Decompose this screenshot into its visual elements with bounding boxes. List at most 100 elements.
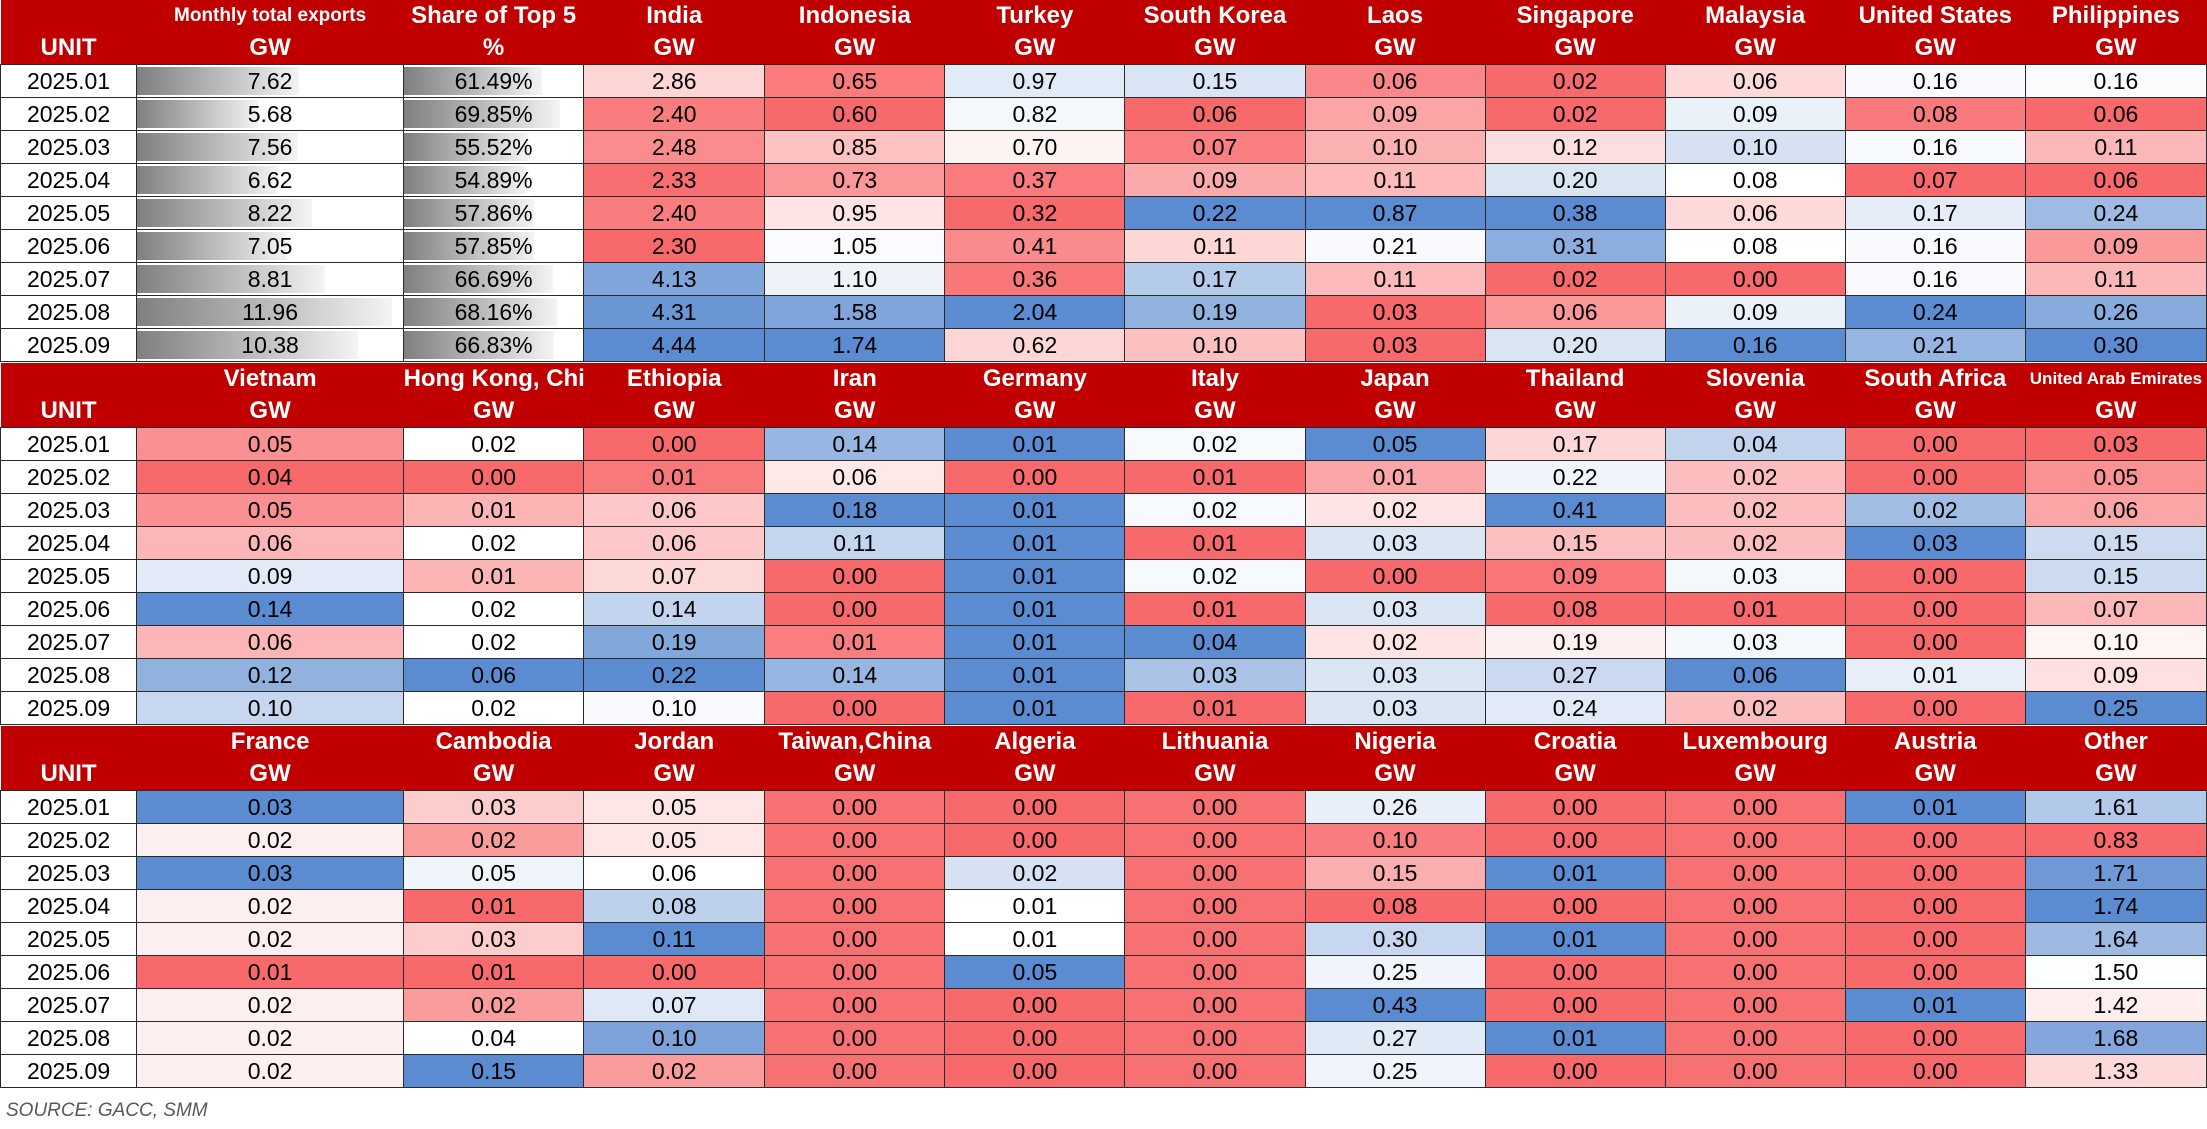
- data-cell-singapore: 0.02: [1484, 262, 1666, 296]
- column-unit-south-korea: GW: [1124, 32, 1305, 65]
- month-cell: 2025.07: [0, 988, 138, 1022]
- data-cell-other: 1.50: [2024, 955, 2207, 989]
- data-cell-other: 1.33: [2024, 1054, 2207, 1088]
- data-cell-nigeria: 0.10: [1304, 823, 1486, 857]
- data-bar: 57.85%: [404, 231, 583, 262]
- table-row: 2025.06 0.14 0.02 0.14 0.00 0.01 0.01 0.03 0.08 0…: [0, 592, 2207, 626]
- data-cell-japan: 0.02: [1304, 625, 1486, 659]
- data-cell-jordan: 0.02: [583, 1054, 766, 1088]
- data-bar-value: 55.52%: [454, 134, 533, 160]
- data-cell-share-of-top-5: 55.52%: [403, 130, 585, 164]
- data-cell-other: 1.74: [2024, 889, 2207, 923]
- table-row: 2025.09 0.10 0.02 0.10 0.00 0.01 0.01 0.03 0.24 0…: [0, 691, 2207, 725]
- header-row-units: UNIT GW GW GW GW GW GW GW GW GW GW GW: [0, 758, 2207, 791]
- data-cell-philippines: 0.06: [2024, 97, 2207, 131]
- data-cell-south-korea: 0.15: [1124, 64, 1306, 98]
- month-cell: 2025.04: [0, 526, 138, 560]
- column-unit-turkey: GW: [944, 32, 1125, 65]
- data-cell-thailand: 0.17: [1484, 427, 1666, 461]
- column-unit-germany: GW: [944, 395, 1125, 428]
- data-cell-singapore: 0.06: [1484, 295, 1666, 329]
- data-cell-france: 0.02: [136, 823, 405, 857]
- data-cell-slovenia: 0.02: [1664, 493, 1846, 527]
- data-cell-south-africa: 0.00: [1844, 460, 2026, 494]
- data-cell-india: 2.40: [583, 196, 766, 230]
- data-bar: 54.89%: [404, 165, 583, 196]
- column-unit-cambodia: GW: [403, 758, 584, 791]
- data-cell-nigeria: 0.26: [1304, 790, 1486, 824]
- header-blank-cell: [0, 726, 137, 758]
- data-cell-indonesia: 1.74: [764, 328, 946, 362]
- data-cell-south-korea: 0.06: [1124, 97, 1306, 131]
- data-cell-south-korea: 0.10: [1124, 328, 1306, 362]
- header-row-names: Monthly total exports Share of Top 5 India…: [0, 0, 2207, 32]
- data-cell-japan: 0.00: [1304, 559, 1486, 593]
- data-cell-singapore: 0.38: [1484, 196, 1666, 230]
- data-cell-jordan: 0.00: [583, 955, 766, 989]
- column-unit-hong-kong-china: GW: [403, 395, 584, 428]
- data-cell-monthly-total-exports: 5.68: [136, 97, 405, 131]
- data-bar-value: 57.85%: [454, 233, 533, 259]
- data-cell-algeria: 0.01: [944, 889, 1126, 923]
- data-bar-fill: [137, 199, 312, 227]
- month-cell: 2025.03: [0, 856, 138, 890]
- data-bar-value: 69.85%: [454, 101, 533, 127]
- column-header-vietnam: Vietnam: [136, 363, 404, 395]
- data-cell-united-states: 0.16: [1844, 64, 2026, 98]
- data-cell-united-states: 0.24: [1844, 295, 2026, 329]
- data-bar: 7.56: [137, 132, 403, 163]
- data-cell-japan: 0.03: [1304, 658, 1486, 692]
- column-unit-france: GW: [136, 758, 404, 791]
- data-cell-italy: 0.02: [1124, 559, 1306, 593]
- month-cell: 2025.03: [0, 493, 138, 527]
- data-cell-france: 0.03: [136, 856, 405, 890]
- data-cell-germany: 0.01: [944, 691, 1126, 725]
- header-row-units: UNIT GW% GW GW GW GW GW GW GW GW GW: [0, 32, 2207, 65]
- data-cell-south-korea: 0.11: [1124, 229, 1306, 263]
- data-cell-luxembourg: 0.00: [1664, 922, 1846, 956]
- column-unit-malaysia: GW: [1665, 32, 1846, 65]
- table-row: 2025.02 5.68 69.85% 2.40 0.60 0.82 0.06 0.09 0.0…: [0, 97, 2207, 131]
- header-row-units: UNIT GW GW GW GW GW GW GW GW GW GW GW: [0, 395, 2207, 428]
- data-cell-monthly-total-exports: 8.81: [136, 262, 405, 296]
- data-cell-france: 0.02: [136, 1054, 405, 1088]
- data-cell-united-arab-emirates: 0.09: [2024, 658, 2207, 692]
- table-row: 2025.04 0.02 0.01 0.08 0.00 0.01 0.00 0.08 0.00 0…: [0, 889, 2207, 923]
- data-cell-france: 0.02: [136, 922, 405, 956]
- data-cell-indonesia: 1.58: [764, 295, 946, 329]
- data-bar-fill: [404, 133, 529, 161]
- data-cell-france: 0.03: [136, 790, 405, 824]
- column-header-share-of-top-5: Share of Top 5: [403, 0, 584, 32]
- column-header-other: Other: [2025, 726, 2207, 758]
- data-cell-thailand: 0.09: [1484, 559, 1666, 593]
- data-cell-japan: 0.03: [1304, 691, 1486, 725]
- column-header-luxembourg: Luxembourg: [1665, 726, 1846, 758]
- data-bar: 11.96: [137, 297, 403, 328]
- data-cell-india: 4.13: [583, 262, 766, 296]
- data-cell-united-arab-emirates: 0.10: [2024, 625, 2207, 659]
- data-cell-ethiopia: 0.19: [583, 625, 766, 659]
- data-bar-fill: [404, 166, 527, 194]
- data-cell-united-arab-emirates: 0.07: [2024, 592, 2207, 626]
- data-cell-indonesia: 0.65: [764, 64, 946, 98]
- column-unit-ethiopia: GW: [583, 395, 765, 428]
- column-header-france: France: [136, 726, 404, 758]
- data-cell-united-arab-emirates: 0.15: [2024, 559, 2207, 593]
- data-cell-indonesia: 0.95: [764, 196, 946, 230]
- data-cell-algeria: 0.01: [944, 922, 1126, 956]
- data-cell-jordan: 0.06: [583, 856, 766, 890]
- month-cell: 2025.04: [0, 889, 138, 923]
- data-cell-algeria: 0.00: [944, 988, 1126, 1022]
- data-bar-fill: [137, 331, 358, 359]
- data-cell-turkey: 0.41: [944, 229, 1126, 263]
- data-cell-algeria: 0.00: [944, 1054, 1126, 1088]
- data-cell-nigeria: 0.15: [1304, 856, 1486, 890]
- data-cell-iran: 0.14: [764, 427, 946, 461]
- data-cell-monthly-total-exports: 7.62: [136, 64, 405, 98]
- data-cell-ethiopia: 0.00: [583, 427, 766, 461]
- data-cell-iran: 0.00: [764, 559, 946, 593]
- data-cell-italy: 0.03: [1124, 658, 1306, 692]
- data-cell-south-africa: 0.01: [1844, 658, 2026, 692]
- data-cell-france: 0.01: [136, 955, 405, 989]
